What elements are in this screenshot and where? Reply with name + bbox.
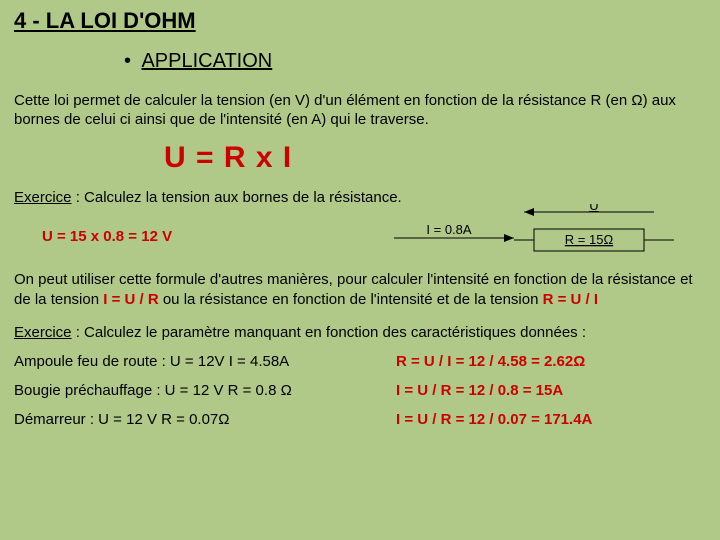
row-2: Démarreur : U = 12 V R = 0.07Ω I = U / R… [14, 411, 706, 428]
row-0-left: Ampoule feu de route : U = 12V I = 4.58A [14, 353, 396, 370]
desc2-formula1: I = U / R [103, 291, 158, 308]
row-2-left: Démarreur : U = 12 V R = 0.07Ω [14, 411, 396, 428]
exercise2: Exercice : Calculez le paramètre manquan… [14, 324, 706, 341]
subtitle-row: • APPLICATION [124, 50, 706, 73]
subtitle: APPLICATION [141, 50, 272, 72]
desc2-formula2: R = U / I [543, 291, 598, 308]
exercise1-answer: U = 15 x 0.8 = 12 V [42, 228, 172, 245]
exercise1-label: Exercice [14, 189, 72, 206]
desc2-part2: ou la résistance en fonction de l'intens… [163, 291, 543, 308]
circuit-diagram: U I = 0.8A R = 15Ω [394, 204, 694, 264]
row-1: Bougie préchauffage : U = 12 V R = 0.8 Ω… [14, 382, 706, 399]
r-label: R = 15Ω [565, 232, 614, 247]
bullet: • [124, 50, 131, 72]
exercise1-text: : Calculez la tension aux bornes de la r… [72, 189, 402, 206]
page-title: 4 - LA LOI D'OHM [14, 8, 706, 34]
row-2-right: I = U / R = 12 / 0.07 = 171.4A [396, 411, 706, 428]
row-1-right: I = U / R = 12 / 0.8 = 15A [396, 382, 706, 399]
u-label: U [589, 204, 598, 213]
exercise2-text: : Calculez le paramètre manquant en fonc… [72, 324, 586, 341]
exercise1-block: U = 15 x 0.8 = 12 V U I = 0.8A R = 15Ω [14, 218, 706, 260]
description: Cette loi permet de calculer la tension … [14, 91, 706, 129]
exercise2-label: Exercice [14, 324, 72, 341]
row-0: Ampoule feu de route : U = 12V I = 4.58A… [14, 353, 706, 370]
row-0-right: R = U / I = 12 / 4.58 = 2.62Ω [396, 353, 706, 370]
slide: 4 - LA LOI D'OHM • APPLICATION Cette loi… [0, 0, 720, 540]
description2: On peut utiliser cette formule d'autres … [14, 270, 706, 310]
i-label: I = 0.8A [426, 222, 471, 237]
main-formula: U = R x I [164, 141, 706, 175]
row-1-left: Bougie préchauffage : U = 12 V R = 0.8 Ω [14, 382, 396, 399]
